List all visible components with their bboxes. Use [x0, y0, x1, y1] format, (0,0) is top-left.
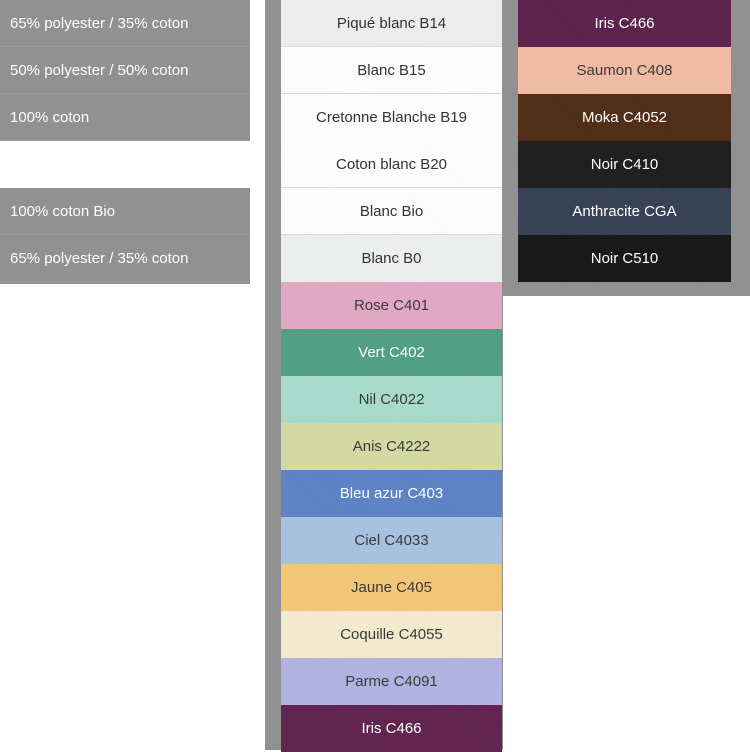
colour-swatch-label: Anthracite CGA: [572, 203, 677, 220]
left-gutter: [250, 0, 265, 750]
colour-swatch[interactable]: Nil C4022: [281, 376, 502, 423]
colour-swatch[interactable]: Noir C410: [518, 141, 731, 188]
colour-swatch[interactable]: Blanc Bio: [281, 188, 502, 235]
colour-swatch[interactable]: Piqué blanc B14: [281, 0, 502, 47]
composition-option[interactable]: 100% coton Bio: [0, 188, 250, 235]
colour-swatch-label: Iris C466: [594, 15, 655, 32]
colour-swatch-label: Nil C4022: [358, 391, 425, 408]
colour-swatch[interactable]: Jaune C405: [281, 564, 502, 611]
colour-swatch-label: Saumon C408: [576, 62, 673, 79]
colour-swatch-label: Jaune C405: [351, 579, 432, 596]
colour-swatch-label: Rose C401: [353, 297, 430, 314]
colour-swatch[interactable]: Anis C4222: [281, 423, 502, 470]
colour-swatch[interactable]: Anthracite CGA: [518, 188, 731, 235]
colour-swatch-label: Piqué blanc B14: [336, 15, 447, 32]
composition-option[interactable]: 65% polyester / 35% coton: [0, 0, 250, 47]
lower-left-page: [0, 284, 250, 750]
colour-swatch[interactable]: Ciel C4033: [281, 517, 502, 564]
composition-option[interactable]: 100% coton: [0, 94, 250, 141]
composition-option[interactable]: 50% polyester / 50% coton: [0, 47, 250, 94]
lower-right-page: [530, 298, 750, 750]
colour-swatch[interactable]: Blanc B15: [281, 47, 502, 94]
colour-swatch-label: Anis C4222: [352, 438, 431, 455]
colour-swatch-label: Bleu azur C403: [339, 485, 444, 502]
colour-swatch[interactable]: Parme C4091: [281, 658, 502, 705]
colour-swatch[interactable]: Blanc B0: [281, 235, 502, 282]
colour-swatch[interactable]: Rose C401: [281, 282, 502, 329]
colour-swatch-label: Parme C4091: [345, 673, 438, 690]
colour-swatch[interactable]: Coton blanc B20: [281, 141, 502, 188]
composition-row-spacer: [0, 141, 250, 188]
colour-swatch[interactable]: Noir C510: [518, 235, 731, 282]
light-colour-swatch-list: Piqué blanc B14 Blanc B15 Cretonne Blanche…: [281, 0, 502, 752]
colour-swatch[interactable]: Vert C402: [281, 329, 502, 376]
colour-swatch[interactable]: Moka C4052: [518, 94, 731, 141]
colour-swatch-label: Coquille C4055: [340, 626, 443, 643]
colour-swatch[interactable]: Saumon C408: [518, 47, 731, 94]
colour-swatch-label: Blanc Bio: [359, 203, 424, 220]
dark-colour-swatch-list: Iris C466 Saumon C408 Moka C4052 Noir C410 A…: [518, 0, 731, 282]
fabric-composition-list: 65% polyester / 35% coton 50% polyester /…: [0, 0, 250, 282]
colour-swatch[interactable]: Iris C466: [518, 0, 731, 47]
colour-swatch-label: Noir C510: [590, 250, 659, 267]
colour-swatch[interactable]: Bleu azur C403: [281, 470, 502, 517]
colour-swatch-label: Noir C410: [590, 156, 659, 173]
colour-swatch-label: Blanc B15: [357, 62, 426, 79]
colour-swatch[interactable]: Iris C466: [281, 705, 502, 752]
colour-swatch-label: Ciel C4033: [354, 532, 429, 549]
right-gutter: [503, 296, 530, 750]
colour-swatch-label: Coton blanc B20: [336, 156, 447, 173]
colour-swatch-label: Iris C466: [361, 720, 422, 737]
colour-swatch-label: Moka C4052: [581, 109, 668, 126]
colour-swatch[interactable]: Cretonne Blanche B19: [281, 94, 502, 141]
colour-swatch[interactable]: Coquille C4055: [281, 611, 502, 658]
colour-swatch-label: Blanc B0: [361, 250, 422, 267]
composition-option[interactable]: 65% polyester / 35% coton: [0, 235, 250, 282]
colour-swatch-label: Cretonne Blanche B19: [316, 109, 467, 126]
colour-swatch-label: Vert C402: [358, 344, 425, 361]
